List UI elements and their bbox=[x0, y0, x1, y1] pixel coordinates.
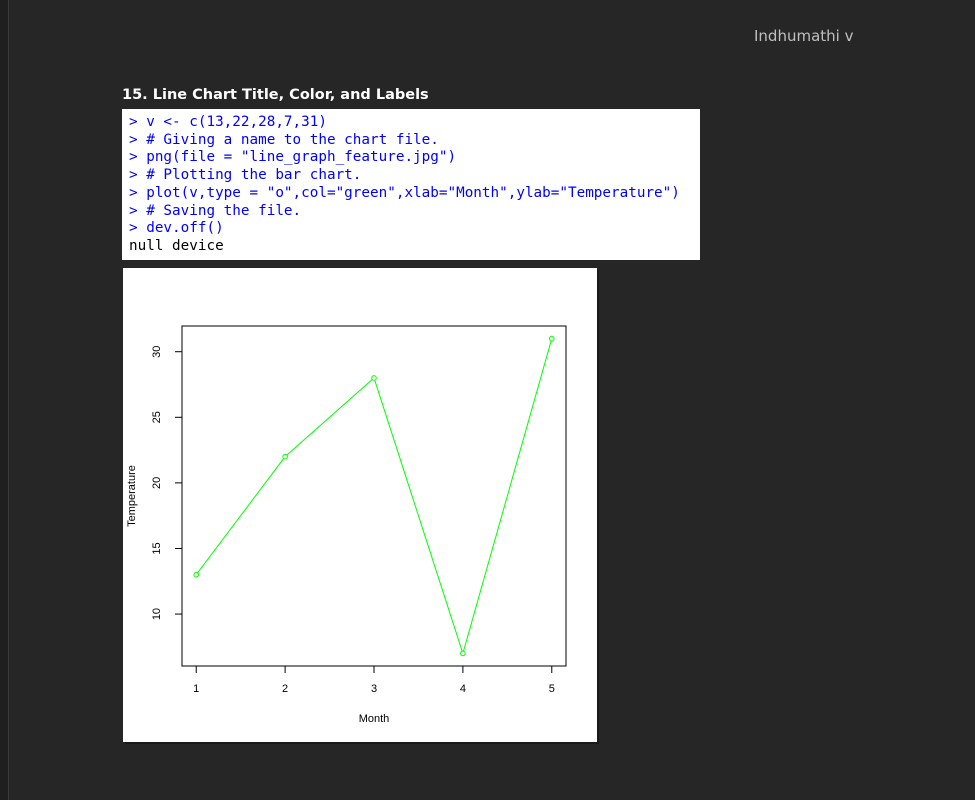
x-tick-label: 3 bbox=[371, 683, 377, 695]
author-name: Indhumathi v bbox=[754, 27, 854, 45]
x-axis-label: Month bbox=[359, 713, 390, 725]
y-tick-label: 30 bbox=[151, 346, 163, 358]
y-axis-label: Temperature bbox=[126, 465, 138, 527]
console-line: > v <- c(13,22,28,7,31) bbox=[129, 114, 327, 130]
x-tick-label: 4 bbox=[460, 683, 466, 695]
line-chart-image: 1 2 3 4 5 10 15 20 25 30 Month Temperature bbox=[123, 268, 597, 742]
data-line-series bbox=[195, 338, 553, 656]
y-tick-label: 10 bbox=[151, 608, 163, 620]
x-tick-label: 5 bbox=[549, 683, 555, 695]
section-heading: 15. Line Chart Title, Color, and Labels bbox=[122, 87, 429, 103]
console-output-line: null device bbox=[129, 237, 224, 254]
data-point bbox=[371, 375, 377, 381]
console-line: > dev.off() bbox=[129, 220, 224, 237]
line-chart: 1 2 3 4 5 10 15 20 25 30 Month Temperature bbox=[126, 325, 567, 725]
y-tick-label: 25 bbox=[151, 411, 163, 423]
data-point bbox=[282, 453, 288, 460]
console-line: > plot(v,type = "o",col="green",xlab="Mo… bbox=[129, 184, 680, 201]
y-tick-label: 20 bbox=[151, 477, 163, 489]
x-tick-label: 2 bbox=[282, 683, 288, 695]
console-line: > # Giving a name to the chart file. bbox=[129, 131, 439, 148]
left-edge-divider bbox=[0, 0, 9, 800]
console-line: > # Plotting the bar chart. bbox=[129, 167, 362, 184]
data-point bbox=[548, 335, 555, 342]
console-line: > # Saving the file. bbox=[129, 202, 302, 219]
console-line: > png(file = "line_graph_feature.jpg") bbox=[129, 149, 457, 166]
y-tick-label: 15 bbox=[151, 542, 163, 554]
r-console-screenshot: > v <- c(13,22,28,7,31) > # Giving a nam… bbox=[122, 109, 700, 260]
x-tick-label: 1 bbox=[193, 683, 199, 695]
data-point bbox=[193, 571, 200, 578]
data-point bbox=[460, 650, 466, 657]
